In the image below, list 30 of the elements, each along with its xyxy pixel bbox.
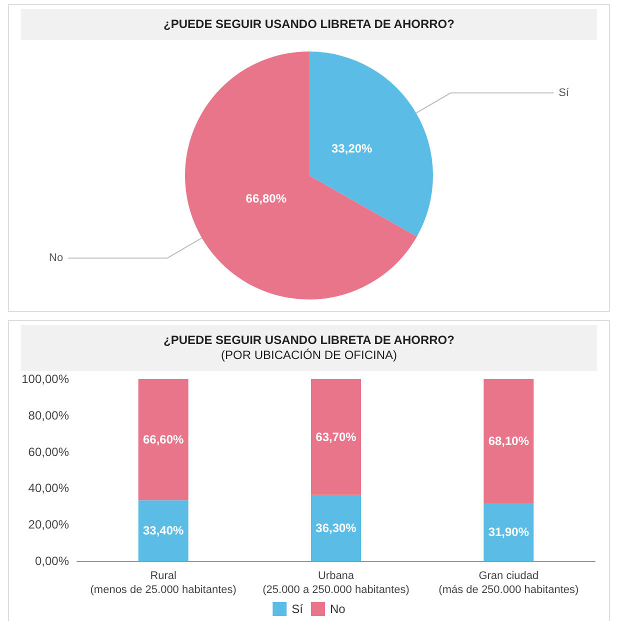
y-tick-label: 0,00% <box>34 554 70 568</box>
bar <box>484 379 534 503</box>
x-tick-label: Gran ciudad (más de 250.000 habitantes) <box>438 570 579 596</box>
bar <box>311 379 361 495</box>
data-label: 63,70% <box>316 430 357 444</box>
chart-title: ¿PUEDE SEGUIR USANDO LIBRETA DE AHORRO? <box>162 333 456 348</box>
data-label: 36,30% <box>316 520 357 535</box>
legend-label: No <box>330 602 346 616</box>
y-tick-label: 80,00% <box>28 408 70 422</box>
chart-subtitle: (POR UBICACIÓN DE OFICINA) <box>220 348 398 363</box>
x-tick-label: Urbana (25.000 a 250.000 habitantes) <box>262 570 410 596</box>
data-label: 68,10% <box>488 434 530 448</box>
y-tick-label: 60,00% <box>28 444 70 459</box>
y-tick-label: 40,00% <box>28 481 70 496</box>
slice-label: Sí <box>558 86 570 99</box>
bar <box>138 379 188 500</box>
bar <box>138 500 188 561</box>
bar <box>484 502 534 561</box>
x-tick-label: Rural (menos de 25.000 habitantes) <box>90 570 236 596</box>
data-label: 66,60% <box>142 432 184 447</box>
data-label: 31,90% <box>488 524 530 539</box>
y-tick-label: 100,00% <box>22 372 70 386</box>
slice-label: No <box>49 252 64 264</box>
y-tick-label: 20,00% <box>28 518 70 532</box>
data-label: 66,80% <box>246 191 287 206</box>
bar <box>311 494 361 561</box>
legend-label: Sí <box>292 602 304 616</box>
data-label: 33,20% <box>332 142 373 156</box>
chart-title: ¿PUEDE SEGUIR USANDO LIBRETA DE AHORRO? <box>162 17 456 32</box>
data-label: 33,40% <box>142 524 184 538</box>
